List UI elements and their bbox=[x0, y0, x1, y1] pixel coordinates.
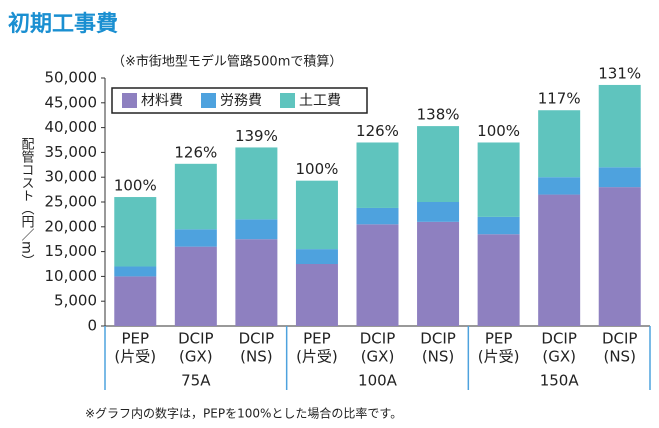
bar-label: 138% bbox=[417, 106, 460, 124]
x-tick-label: (片受) bbox=[114, 348, 156, 366]
bar-segment bbox=[477, 234, 520, 326]
y-tick-label: 20,000 bbox=[45, 217, 98, 235]
x-tick-label: (NS) bbox=[240, 348, 272, 366]
bar-segment bbox=[295, 264, 338, 326]
bar-segment bbox=[538, 177, 581, 195]
legend-label: 材料費 bbox=[141, 93, 183, 109]
bar-label: 131% bbox=[598, 64, 641, 82]
bar-segment bbox=[538, 110, 581, 178]
bar-segment bbox=[174, 246, 217, 326]
legend-swatch bbox=[122, 93, 137, 108]
bar-segment bbox=[295, 249, 338, 264]
bar-segment bbox=[417, 221, 460, 326]
legend-box bbox=[111, 87, 368, 114]
x-tick-label: DCIP bbox=[541, 330, 577, 348]
subtitle: （※市街地型モデル管路500mで積算） bbox=[112, 54, 342, 70]
bar-label: 117% bbox=[538, 90, 581, 108]
bar-segment bbox=[356, 142, 399, 208]
legend-swatch bbox=[201, 93, 216, 108]
legend-swatch bbox=[280, 93, 295, 108]
legend-label: 労務費 bbox=[220, 93, 262, 109]
x-tick-label: (NS) bbox=[422, 348, 454, 366]
bar-segment bbox=[356, 207, 399, 225]
y-tick-label: 50,000 bbox=[45, 69, 98, 87]
bar-segment bbox=[598, 187, 641, 326]
x-tick-label: (片受) bbox=[478, 348, 520, 366]
bar-label: 126% bbox=[174, 143, 217, 161]
bar-segment bbox=[174, 163, 217, 230]
x-tick-label: (GX) bbox=[179, 348, 213, 366]
bar-segment bbox=[174, 229, 217, 247]
bar-segment bbox=[477, 216, 520, 235]
bar-segment bbox=[235, 219, 278, 240]
y-tick-label: 5,000 bbox=[54, 292, 97, 310]
group-label: 100A bbox=[358, 372, 398, 390]
bar-segment bbox=[235, 239, 278, 326]
x-tick-label: (片受) bbox=[296, 348, 338, 366]
y-tick-label: 40,000 bbox=[45, 118, 98, 136]
bar-segment bbox=[235, 147, 278, 220]
bar-label: 139% bbox=[235, 127, 278, 145]
bar-label: 100% bbox=[477, 122, 520, 140]
x-tick-label: PEP bbox=[485, 330, 513, 348]
x-tick-label: DCIP bbox=[420, 330, 456, 348]
y-tick-label: 30,000 bbox=[45, 168, 98, 186]
bar-segment bbox=[598, 167, 641, 188]
footnote: ※グラフ内の数字は，PEPを100%とした場合の比率です。 bbox=[85, 406, 402, 421]
chart-title: 初期工事費 bbox=[8, 11, 118, 37]
bar-segment bbox=[417, 126, 460, 202]
bar-segment bbox=[295, 180, 338, 250]
y-tick-label: 35,000 bbox=[45, 143, 98, 161]
bar-label: 100% bbox=[114, 177, 157, 195]
x-tick-label: DCIP bbox=[602, 330, 638, 348]
x-tick-label: DCIP bbox=[360, 330, 396, 348]
x-tick-label: DCIP bbox=[178, 330, 214, 348]
x-tick-label: DCIP bbox=[239, 330, 275, 348]
y-tick-label: 45,000 bbox=[45, 93, 98, 111]
bar-label: 100% bbox=[295, 160, 338, 178]
bar-segment bbox=[356, 224, 399, 326]
bar-segment bbox=[114, 276, 157, 326]
bar-segment bbox=[417, 202, 460, 222]
x-tick-label: (NS) bbox=[603, 348, 635, 366]
bar-label: 126% bbox=[356, 122, 399, 140]
bar-segment bbox=[598, 84, 641, 168]
x-tick-label: (GX) bbox=[542, 348, 576, 366]
x-tick-label: (GX) bbox=[361, 348, 395, 366]
legend-label: 土工費 bbox=[299, 93, 341, 109]
y-tick-label: 0 bbox=[87, 317, 97, 335]
y-axis-label: 配管コスト（円／m） bbox=[19, 137, 35, 267]
x-tick-label: PEP bbox=[121, 330, 149, 348]
bar-segment bbox=[114, 266, 157, 277]
y-tick-label: 10,000 bbox=[45, 267, 98, 285]
bar-segment bbox=[114, 197, 157, 267]
group-label: 75A bbox=[181, 372, 211, 390]
x-tick-label: PEP bbox=[303, 330, 331, 348]
y-tick-label: 15,000 bbox=[45, 242, 98, 260]
bar-segment bbox=[477, 142, 520, 217]
bar-segment bbox=[538, 194, 581, 326]
group-label: 150A bbox=[540, 372, 580, 390]
y-tick-label: 25,000 bbox=[45, 193, 98, 211]
